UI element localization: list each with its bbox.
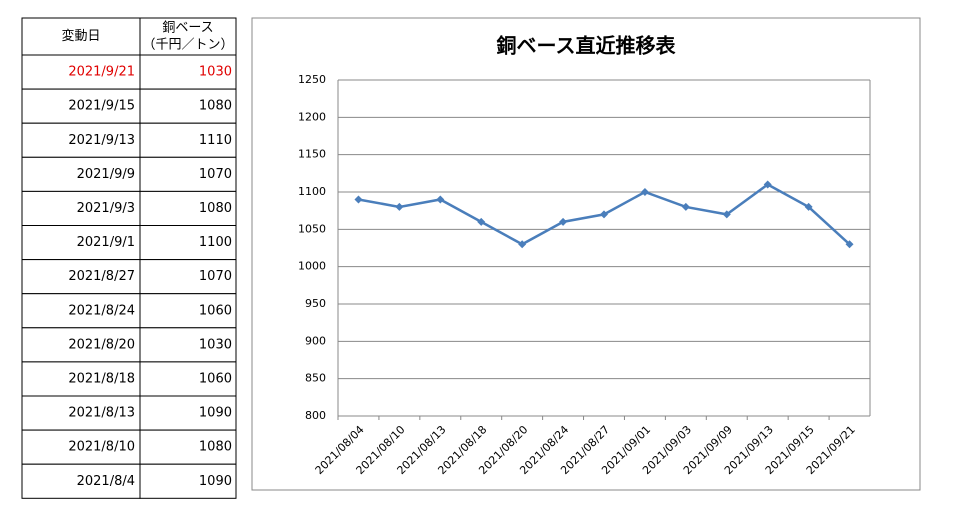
- table-cell: [21, 395, 141, 431]
- y-tick-label: 1200: [298, 110, 326, 123]
- table-cell: [21, 293, 141, 329]
- point-marker: [763, 180, 772, 189]
- table-cell: [139, 395, 237, 431]
- y-tick-label: 900: [305, 334, 326, 347]
- table: 変動日 銅ベース （千円／トン） 2021/9/21 1030 2021/9/15 1080…: [21, 17, 237, 499]
- date-cell: 2021/9/9: [77, 167, 135, 182]
- price-cell: 1080: [199, 440, 232, 455]
- y-tick-label: 1050: [298, 222, 326, 235]
- price-cell: 1100: [199, 235, 232, 250]
- chart-frame: [251, 17, 921, 491]
- date-cell: 2021/8/20: [68, 337, 135, 352]
- point-marker: [354, 195, 363, 204]
- table-row: 2021/9/9 1070: [21, 156, 237, 192]
- price-cell: 1070: [199, 269, 232, 284]
- point-marker: [845, 240, 854, 249]
- date-cell: 2021/9/3: [77, 201, 135, 216]
- point-marker: [436, 195, 445, 204]
- price-cell: 1060: [199, 371, 232, 386]
- header-label: 銅ベース: [162, 21, 213, 36]
- date-cell: 2021/9/13: [68, 133, 135, 148]
- table-cell: [21, 429, 141, 465]
- date-cell: 2021/8/4: [77, 474, 135, 489]
- price-cell: 1090: [199, 474, 232, 489]
- point-marker: [600, 210, 608, 219]
- table-row: 2021/9/3 1080: [21, 190, 237, 226]
- table-row: 2021/9/13 1110: [21, 122, 237, 158]
- date-cell: 2021/8/10: [68, 440, 135, 455]
- table-cell: [139, 463, 237, 499]
- price-cell: 1070: [199, 167, 232, 182]
- price-cell: 1080: [199, 99, 232, 114]
- table-cell: [139, 88, 237, 124]
- table-cell: [21, 361, 141, 397]
- date-cell: 2021/8/13: [68, 406, 135, 421]
- table-header-cell: [139, 17, 237, 56]
- table-cell: [139, 122, 237, 158]
- table-cell: [139, 54, 237, 90]
- table-row: 2021/9/15 1080: [21, 88, 237, 124]
- y-tick-label: 1150: [298, 148, 326, 161]
- table-row: 2021/8/27 1070: [21, 259, 237, 295]
- table-cell: [139, 225, 237, 261]
- header-label: 変動日: [61, 28, 100, 44]
- table-cell: [21, 463, 141, 499]
- date-cell: 2021/9/15: [68, 99, 135, 114]
- price-cell: 1110: [199, 133, 232, 148]
- date-cell: 2021/9/21: [68, 65, 135, 80]
- point-marker: [518, 240, 527, 249]
- table-cell: [21, 54, 141, 90]
- y-tick-label: 850: [305, 372, 326, 385]
- point-marker: [477, 217, 486, 226]
- table-row: 2021/8/20 1030: [21, 327, 237, 363]
- y-tick-label: 950: [305, 297, 326, 310]
- table-cell: [139, 293, 237, 329]
- table-cell: [139, 361, 237, 397]
- table-cell: [139, 429, 237, 465]
- y-tick-label: 1100: [298, 185, 326, 198]
- date-cell: 2021/8/18: [68, 371, 135, 386]
- point-marker: [722, 210, 731, 219]
- date-cell: 2021/9/1: [77, 235, 135, 250]
- table-cell: [139, 327, 237, 363]
- table-row: 2021/8/10 1080: [21, 429, 237, 465]
- point-marker: [804, 202, 813, 211]
- y-tick-label: 1250: [298, 73, 326, 86]
- table-row: 2021/8/18 1060: [21, 361, 237, 397]
- table-cell: [139, 259, 237, 295]
- date-cell: 2021/8/24: [68, 303, 135, 318]
- price-cell: 1080: [199, 201, 232, 216]
- price-cell: 1030: [199, 337, 232, 352]
- table-header-cell: [21, 17, 141, 56]
- point-marker: [681, 202, 690, 211]
- price-cell: 1030: [199, 65, 232, 80]
- chart-title: 銅ベース直近推移表: [497, 34, 677, 58]
- table-row: 2021/9/1 1100: [21, 225, 237, 261]
- price-cell: 1060: [199, 303, 232, 318]
- table-cell: [139, 190, 237, 226]
- table-row: 2021/8/4 1090: [21, 463, 237, 499]
- date-cell: 2021/8/27: [68, 269, 135, 284]
- y-tick-label: 1000: [298, 260, 326, 273]
- table-row: 2021/9/21 1030: [21, 54, 237, 90]
- table-cell: [21, 327, 141, 363]
- point-marker: [559, 217, 568, 226]
- point-marker: [640, 188, 649, 196]
- price-cell: 1090: [199, 406, 232, 421]
- table-row: 2021/8/13 1090: [21, 395, 237, 431]
- table-cell: [139, 156, 237, 192]
- header-label: （千円／トン）: [142, 38, 233, 53]
- table-row: 2021/8/24 1060: [21, 293, 237, 329]
- point-marker: [395, 202, 404, 211]
- y-tick-label: 800: [305, 409, 326, 422]
